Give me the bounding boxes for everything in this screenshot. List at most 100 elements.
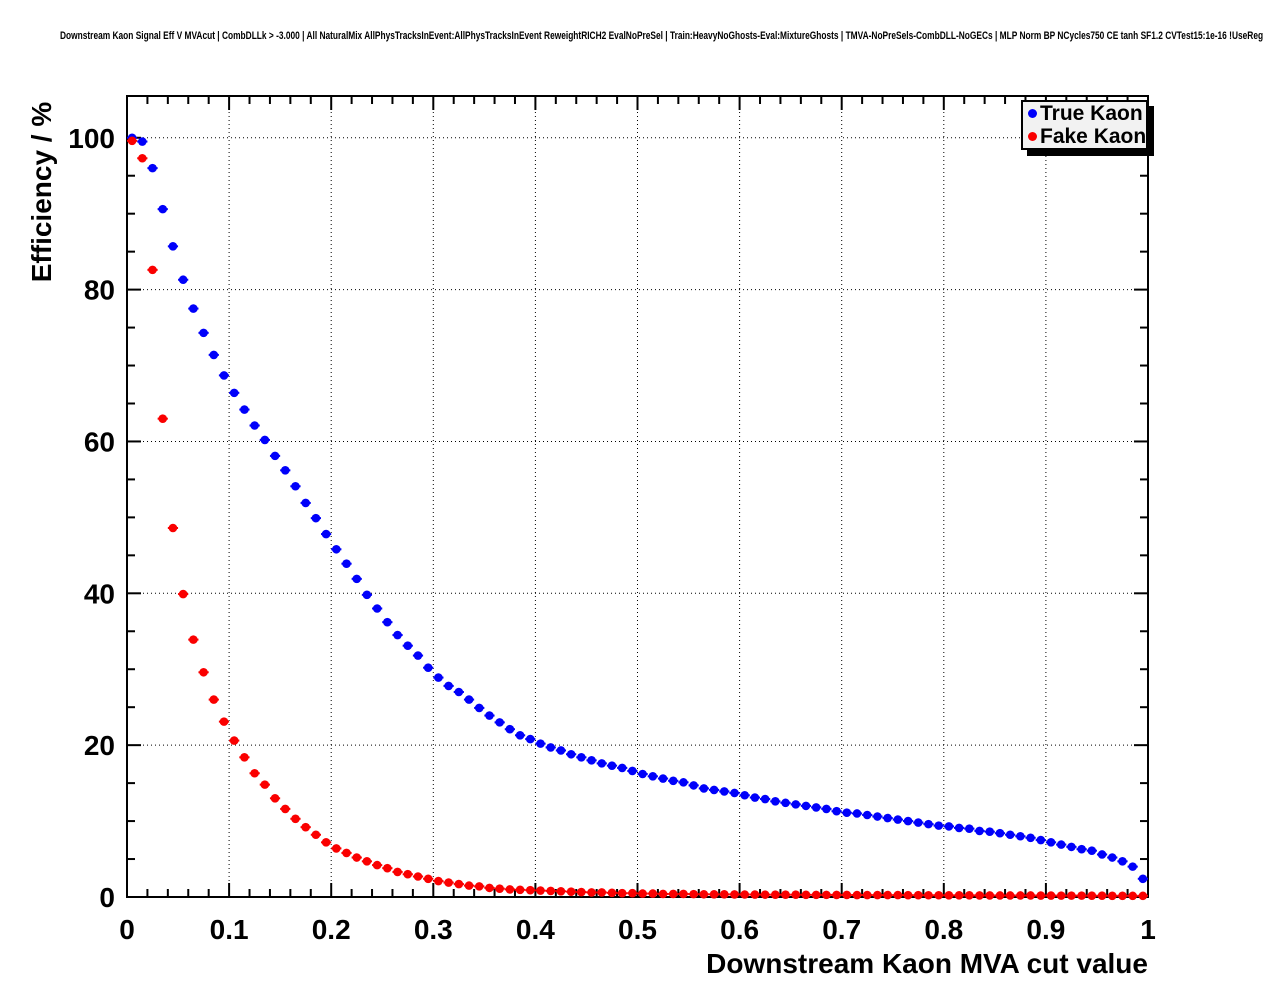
- data-point-true-kaon: [1005, 830, 1015, 840]
- data-point-fake-kaon: [1128, 891, 1137, 901]
- data-point-fake-kaon: [709, 890, 719, 899]
- legend-label-fake-kaon: Fake Kaon: [1040, 125, 1147, 148]
- data-point-fake-kaon: [229, 736, 239, 745]
- data-point-true-kaon: [934, 821, 943, 830]
- legend-label-true-kaon: True Kaon: [1040, 102, 1143, 125]
- data-point-fake-kaon: [148, 265, 157, 275]
- data-point-true-kaon: [903, 816, 913, 826]
- data-point-fake-kaon: [975, 891, 984, 900]
- data-point-true-kaon: [301, 498, 310, 508]
- legend-item-fake-kaon[interactable]: Fake Kaon: [1023, 125, 1146, 148]
- data-point-fake-kaon: [617, 888, 627, 898]
- data-point-true-kaon: [607, 761, 617, 770]
- data-point-true-kaon: [485, 711, 494, 720]
- data-point-true-kaon: [1097, 850, 1107, 859]
- data-point-true-kaon: [444, 681, 453, 691]
- data-point-true-kaon: [1107, 853, 1117, 862]
- data-point-true-kaon: [352, 574, 362, 584]
- data-point-fake-kaon: [485, 883, 494, 893]
- data-point-fake-kaon: [362, 857, 372, 866]
- data-point-true-kaon: [648, 771, 658, 781]
- legend-item-true-kaon[interactable]: True Kaon: [1023, 102, 1146, 125]
- x-tick-label: 0.8: [924, 914, 963, 945]
- data-point-fake-kaon: [740, 890, 750, 899]
- data-point-fake-kaon: [546, 886, 556, 896]
- data-point-true-kaon: [1067, 842, 1076, 852]
- data-point-true-kaon: [270, 451, 280, 461]
- data-point-fake-kaon: [842, 890, 852, 900]
- data-point-fake-kaon: [903, 890, 913, 900]
- data-point-true-kaon: [209, 350, 219, 360]
- data-point-true-kaon: [1128, 862, 1137, 871]
- x-tick-label: 0.2: [312, 914, 351, 945]
- data-point-true-kaon: [913, 818, 923, 827]
- data-point-fake-kaon: [495, 884, 504, 893]
- data-point-true-kaon: [975, 826, 984, 836]
- legend-marker-true-kaon-icon: [1028, 109, 1037, 118]
- data-point-fake-kaon: [393, 867, 402, 877]
- data-point-true-kaon: [771, 797, 780, 806]
- data-point-fake-kaon: [127, 136, 137, 146]
- data-point-fake-kaon: [383, 863, 392, 873]
- x-tick-label: 0.6: [720, 914, 759, 945]
- data-point-fake-kaon: [699, 889, 709, 899]
- data-point-true-kaon: [985, 827, 995, 837]
- data-point-true-kaon: [1036, 835, 1046, 845]
- data-point-fake-kaon: [597, 888, 607, 897]
- data-point-fake-kaon: [1056, 891, 1066, 900]
- data-point-true-kaon: [260, 435, 270, 445]
- data-point-fake-kaon: [995, 891, 1005, 900]
- data-point-true-kaon: [1026, 833, 1035, 843]
- data-point-true-kaon: [617, 763, 627, 773]
- data-point-true-kaon: [1077, 844, 1086, 854]
- data-point-fake-kaon: [811, 890, 821, 900]
- data-point-true-kaon: [760, 794, 770, 804]
- data-point-fake-kaon: [1097, 891, 1107, 901]
- y-tick-label: 100: [68, 123, 115, 154]
- data-point-fake-kaon: [219, 717, 229, 726]
- data-point-true-kaon: [597, 759, 607, 768]
- data-point-true-kaon: [515, 730, 525, 740]
- data-point-true-kaon: [240, 405, 249, 414]
- data-point-fake-kaon: [250, 768, 259, 778]
- data-point-fake-kaon: [178, 589, 188, 599]
- data-point-fake-kaon: [648, 889, 658, 898]
- data-point-fake-kaon: [321, 838, 331, 847]
- data-point-fake-kaon: [658, 889, 668, 899]
- y-tick-label: 20: [84, 730, 115, 761]
- data-point-true-kaon: [801, 801, 811, 811]
- data-point-fake-kaon: [1087, 891, 1097, 901]
- data-point-fake-kaon: [1016, 891, 1025, 900]
- y-tick-label: 80: [84, 275, 115, 306]
- data-point-fake-kaon: [750, 890, 760, 899]
- legend: True Kaon Fake Kaon: [1021, 100, 1148, 150]
- data-point-fake-kaon: [515, 885, 525, 895]
- data-point-true-kaon: [311, 513, 321, 523]
- data-point-fake-kaon: [883, 890, 892, 900]
- data-point-fake-kaon: [342, 848, 351, 858]
- data-point-fake-kaon: [158, 414, 168, 423]
- data-point-fake-kaon: [168, 523, 178, 533]
- data-point-fake-kaon: [730, 890, 739, 899]
- data-point-fake-kaon: [628, 888, 637, 898]
- data-point-fake-kaon: [240, 752, 249, 762]
- data-point-true-kaon: [699, 784, 709, 793]
- data-point-fake-kaon: [352, 853, 362, 862]
- x-tick-label: 0.9: [1026, 914, 1065, 945]
- data-point-true-kaon: [413, 651, 423, 660]
- data-point-true-kaon: [862, 810, 872, 820]
- x-tick-label: 0.3: [414, 914, 453, 945]
- data-point-true-kaon: [291, 481, 300, 491]
- data-point-true-kaon: [556, 746, 566, 755]
- data-point-true-kaon: [832, 806, 841, 816]
- data-point-fake-kaon: [444, 878, 453, 887]
- data-point-true-kaon: [1138, 874, 1148, 884]
- data-point-true-kaon: [709, 785, 719, 795]
- data-point-fake-kaon: [372, 860, 382, 870]
- data-point-fake-kaon: [1026, 891, 1035, 900]
- data-point-true-kaon: [679, 778, 688, 787]
- data-point-fake-kaon: [1067, 891, 1076, 900]
- data-point-fake-kaon: [1005, 891, 1015, 900]
- data-point-fake-kaon: [454, 879, 464, 889]
